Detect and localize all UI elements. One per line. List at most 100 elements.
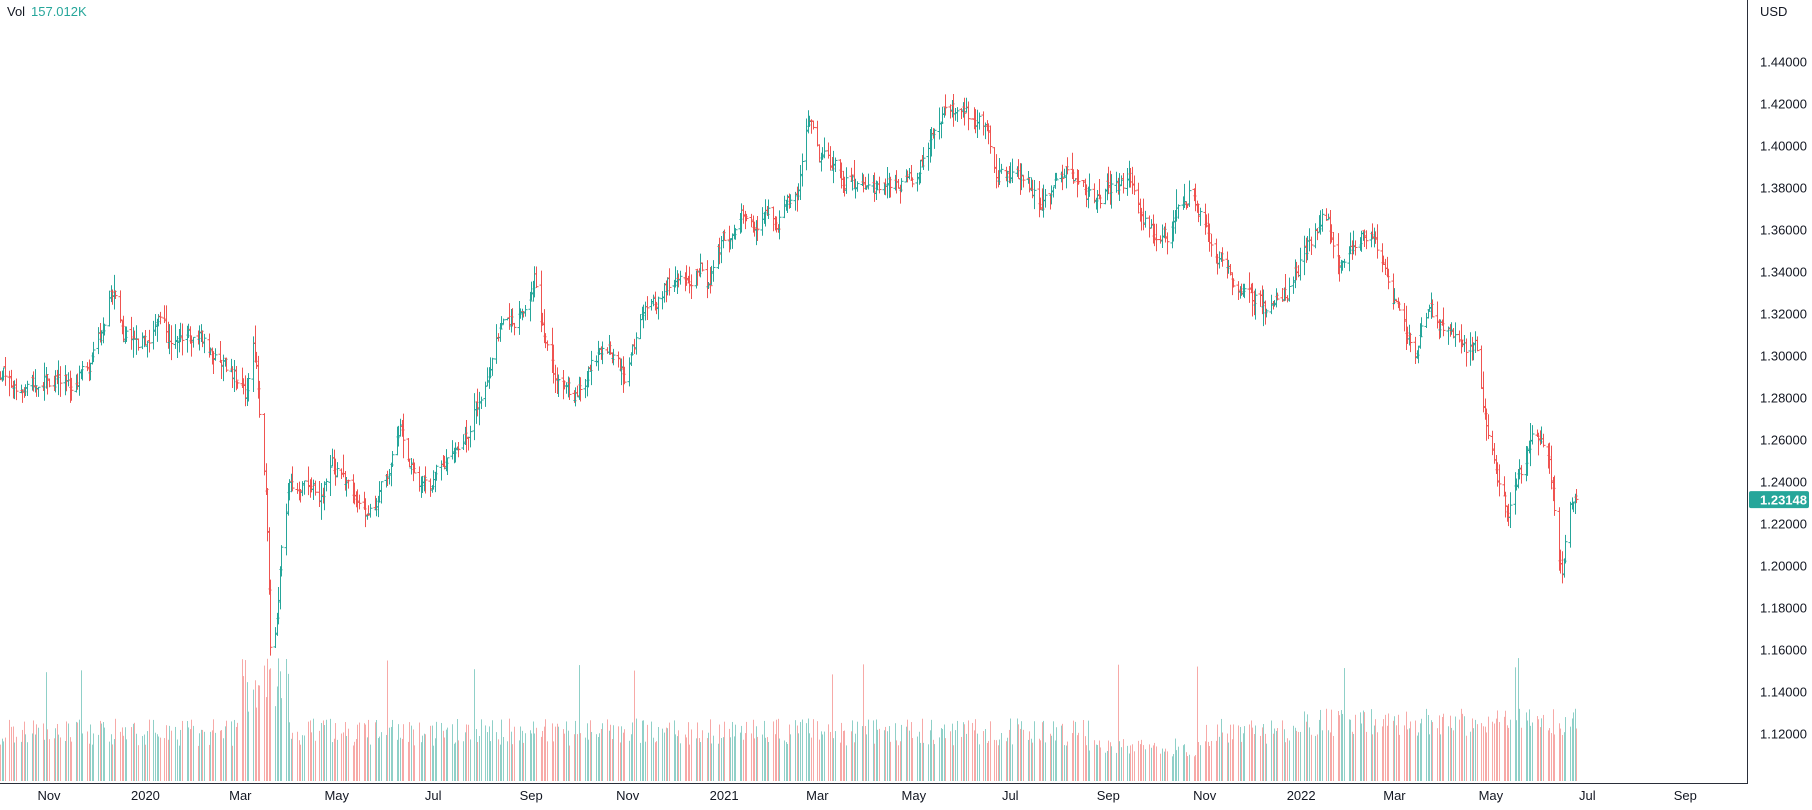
volume-bar (797, 725, 798, 781)
volume-bar (1472, 718, 1473, 781)
ohlc-bar (760, 207, 765, 236)
volume-bar (966, 733, 967, 781)
ohlc-bar (1264, 308, 1269, 318)
volume-bar (563, 729, 564, 781)
volume-bar (1167, 751, 1168, 781)
ohlc-bar (1220, 247, 1225, 267)
volume-legend-value: 157.012K (31, 4, 87, 19)
volume-bar (335, 723, 336, 781)
volume-bar (1451, 727, 1452, 781)
volume-bar (1086, 745, 1087, 781)
ohlc-bar (265, 487, 270, 542)
ohlc-bar (1503, 491, 1508, 518)
volume-bar (1339, 715, 1340, 781)
volume-bar (334, 738, 335, 781)
ohlc-bar (1121, 172, 1126, 194)
ohlc-bar (1087, 173, 1092, 197)
ohlc-bar (1315, 228, 1320, 241)
price-tick-label: 1.28000 (1760, 391, 1807, 406)
volume-bar (496, 732, 497, 781)
volume-bar (157, 734, 158, 781)
volume-bar (784, 740, 785, 781)
volume-bar (1108, 740, 1109, 781)
volume-bar (166, 725, 167, 781)
volume-bar (1073, 720, 1074, 781)
volume-bar (723, 737, 724, 781)
ohlc-bar (1021, 175, 1026, 188)
volume-bar (476, 729, 477, 781)
ohlc-bar (235, 381, 240, 389)
volume-bar (1377, 732, 1378, 781)
ohlc-bar (1081, 179, 1086, 187)
volume-bar (112, 744, 113, 781)
volume-bar (1127, 745, 1128, 781)
ohlc-bar (36, 386, 41, 397)
volume-bar (169, 725, 170, 781)
volume-bar (944, 724, 945, 781)
volume-bar (596, 734, 597, 781)
volume-bar (398, 724, 399, 781)
ohlc-bar (1285, 295, 1290, 303)
volume-bar (1385, 714, 1386, 781)
volume-bar (308, 721, 309, 781)
ohlc-bar (926, 142, 931, 171)
volume-bar (519, 740, 520, 781)
volume-bar (920, 742, 921, 781)
volume-bar (1028, 739, 1029, 781)
volume-bar (579, 665, 580, 781)
ohlc-bar (102, 323, 107, 336)
volume-bar (1154, 742, 1155, 781)
price-tick-label: 1.18000 (1760, 601, 1807, 616)
volume-bar (212, 730, 213, 781)
ohlc-bar (423, 466, 428, 494)
volume-bar (21, 741, 22, 781)
ohlc-bar (1392, 288, 1397, 305)
volume-bar (1208, 741, 1209, 781)
ohlc-bar (793, 191, 798, 211)
volume-bar (952, 723, 953, 781)
volume-bar (1067, 741, 1068, 781)
volume-bar (1251, 720, 1252, 781)
ohlc-bar (313, 480, 318, 496)
price-tick-label: 1.14000 (1760, 685, 1807, 700)
volume-bar (468, 724, 469, 781)
volume-bar (376, 720, 377, 781)
volume-bar (419, 722, 420, 781)
volume-bar (345, 722, 346, 781)
volume-bar (1130, 745, 1131, 781)
ohlc-bar (483, 381, 488, 407)
ohlc-bar (1413, 336, 1418, 364)
volume-bar (81, 670, 82, 781)
volume-bar (968, 720, 969, 781)
volume-bar (1432, 722, 1433, 781)
ohlc-bar (833, 157, 838, 172)
volume-bar (71, 741, 72, 781)
ohlc-bar (605, 347, 610, 354)
ohlc-bar (638, 314, 643, 340)
price-tick-label: 1.38000 (1760, 181, 1807, 196)
volume-bar (933, 739, 934, 781)
volume-bar (1486, 732, 1487, 781)
ohlc-bar (1141, 198, 1146, 231)
volume-bar (479, 736, 480, 781)
volume-bar (1012, 744, 1013, 781)
volume-bar (1045, 742, 1046, 781)
volume-bar (923, 742, 924, 781)
volume-bar (1307, 714, 1308, 781)
volume-bar (1541, 718, 1542, 781)
volume-bar (655, 742, 656, 781)
ohlc-bar (1453, 322, 1458, 347)
volume-bar (288, 673, 289, 781)
ohlc-bar (1353, 240, 1358, 256)
time-tick-label: Sep (1674, 788, 1697, 803)
volume-bar (1287, 738, 1288, 781)
volume-bar (1309, 727, 1310, 781)
volume-bar (454, 743, 455, 781)
volume-bar (620, 742, 621, 781)
ohlc-bar (213, 348, 218, 361)
volume-bar (790, 734, 791, 781)
volume-bar (577, 734, 578, 781)
volume-bar (1519, 708, 1520, 781)
volume-bar (1319, 719, 1320, 781)
